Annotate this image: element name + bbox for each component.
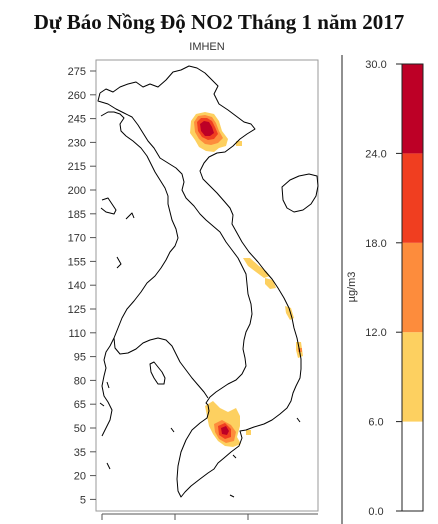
y-tick-label: 20 — [74, 471, 86, 483]
concentration-hotspots — [190, 112, 303, 447]
y-tick-group: 275 260 245 230 215 200 185 170 155 140 125 110 95 80… — [68, 66, 96, 506]
y-tick-label: 215 — [68, 161, 86, 173]
tonle-sap-lake — [149, 361, 166, 385]
islet-1 — [125, 212, 135, 220]
y-tick-label: 170 — [68, 233, 86, 245]
colorbar-level-3 — [402, 153, 423, 243]
hotspot-south-small — [246, 430, 251, 435]
y-tick-label: 35 — [74, 447, 86, 459]
hainan-island — [281, 173, 319, 213]
colorbar-tick-label: 30.0 — [365, 59, 386, 71]
colorbar-level-1 — [402, 332, 423, 422]
y-axis: 275 260 245 230 215 200 185 170 155 140 125 110 95 80… — [68, 66, 96, 506]
colorbar-tick-label: 18.0 — [365, 238, 386, 250]
islet-3 — [106, 381, 110, 389]
y-tick-label: 200 — [68, 185, 86, 197]
hotspot-central-5 — [298, 348, 302, 352]
y-tick-label: 230 — [68, 137, 86, 149]
colorbar-level-0 — [402, 421, 423, 511]
colorbar-tick-label: 12.0 — [365, 327, 386, 339]
islet-2 — [116, 256, 122, 269]
y-tick-label: 95 — [74, 352, 86, 364]
y-tick-label: 110 — [68, 328, 86, 340]
colorbar-unit: µg/m3 — [346, 272, 358, 303]
islet-8 — [229, 494, 235, 498]
y-tick-label: 155 — [68, 256, 86, 268]
laos-cambodia-border — [97, 92, 253, 406]
colorbar-level-2 — [402, 242, 423, 333]
hotspot-central-1 — [243, 258, 270, 278]
vietnam-coastline — [99, 65, 302, 498]
islet-5 — [296, 417, 301, 423]
colorbar-tick-label: 0.0 — [368, 506, 383, 518]
islet-9 — [106, 462, 111, 470]
y-tick-label: 125 — [68, 304, 86, 316]
y-tick-label: 260 — [68, 90, 86, 102]
west-coast-fragment — [100, 197, 117, 215]
y-tick-label: 185 — [68, 209, 86, 221]
colorbar-ticks: 30.0 24.0 18.0 12.0 6.0 0.0 — [365, 59, 402, 518]
colorbar-border — [401, 63, 424, 512]
islet-4 — [99, 402, 105, 407]
hotspot-haiphong — [236, 141, 242, 146]
colorbar-level-4 — [402, 64, 423, 154]
map-title: Dự Báo Nồng Độ NO2 Tháng 1 năm 2017 — [33, 10, 405, 34]
y-tick-label: 65 — [74, 399, 86, 411]
y-tick-label: 245 — [68, 114, 86, 126]
coastline — [97, 65, 319, 498]
y-tick-label: 80 — [74, 375, 86, 387]
islet-6 — [232, 454, 237, 459]
colorbar-tick-label: 24.0 — [365, 148, 386, 160]
colorbar-tick-label: 6.0 — [368, 417, 383, 429]
thailand-outline — [100, 111, 209, 399]
y-tick-label: 275 — [68, 66, 86, 78]
y-tick-label: 50 — [74, 423, 86, 435]
hotspot-north-level4 — [200, 121, 214, 136]
y-tick-label: 5 — [80, 494, 86, 506]
x-axis — [101, 513, 318, 520]
y-tick-label: 140 — [68, 280, 86, 292]
hotspot-south-level4 — [221, 426, 229, 435]
map-subtitle: IMHEN — [189, 41, 225, 53]
colorbar-levels — [402, 64, 423, 511]
inner-boundary — [101, 337, 115, 437]
islet-7 — [170, 427, 175, 433]
colorbar: µg/m3 30.0 24.0 18.0 12.0 6.0 0.0 — [341, 55, 424, 524]
